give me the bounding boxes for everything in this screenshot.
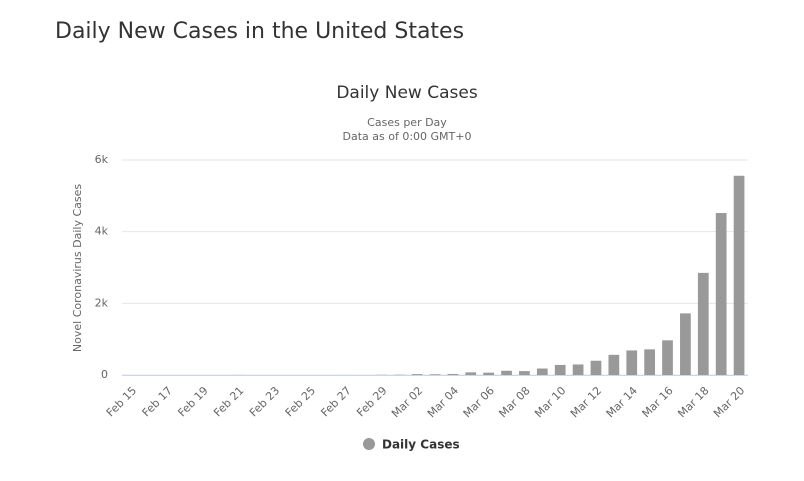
bar	[680, 313, 691, 375]
x-tick-label: Mar 08	[496, 384, 532, 420]
x-tick-label: Mar 10	[532, 384, 568, 420]
x-tick-label: Feb 27	[318, 384, 353, 419]
bar	[590, 360, 602, 375]
bar	[733, 175, 745, 375]
x-tick-label: Feb 17	[140, 384, 175, 419]
y-axis-label: Novel Coronavirus Daily Cases	[71, 184, 84, 352]
y-tick-label: 4k	[95, 225, 109, 238]
bar	[465, 372, 477, 375]
y-tick-label: 2k	[95, 296, 109, 309]
bar	[644, 349, 655, 375]
bar	[519, 371, 530, 375]
bar	[662, 340, 673, 375]
chart-title: Daily New Cases	[336, 83, 478, 103]
page-title: Daily New Cases in the United States	[55, 19, 464, 44]
x-tick-label: Mar 02	[389, 384, 425, 420]
legend-label: Daily Cases	[382, 438, 460, 452]
x-tick-label: Feb 23	[247, 384, 282, 419]
x-tick-label: Mar 16	[640, 384, 676, 420]
x-tick-label: Mar 20	[711, 384, 747, 420]
bar	[536, 368, 548, 375]
x-tick-label: Mar 18	[675, 384, 711, 420]
y-tick-label: 6k	[95, 153, 109, 166]
y-tick-label: 0	[101, 368, 108, 381]
bar	[554, 364, 566, 375]
x-tick-label: Feb 15	[104, 384, 139, 419]
x-tick-label: Feb 29	[354, 384, 389, 419]
x-tick-label: Feb 19	[175, 384, 210, 419]
x-tick-label: Mar 12	[568, 384, 604, 420]
x-tick-label: Mar 04	[425, 384, 461, 420]
x-tick-label: Feb 21	[211, 384, 246, 419]
bar	[572, 364, 584, 375]
chart-subtitle: Data as of 0:00 GMT+0	[343, 130, 472, 143]
x-tick-label: Mar 14	[604, 384, 640, 420]
bar	[626, 350, 638, 375]
chart-subtitle: Cases per Day	[367, 116, 447, 129]
bar	[608, 354, 620, 375]
bar	[429, 374, 441, 375]
bar	[483, 372, 495, 375]
bar	[501, 370, 512, 375]
bar	[697, 272, 709, 375]
x-tick-label: Mar 06	[461, 384, 497, 420]
legend-marker	[363, 438, 375, 450]
bar	[447, 373, 459, 375]
x-tick-label: Feb 25	[283, 384, 318, 419]
bar	[411, 374, 423, 375]
bar	[715, 213, 727, 375]
